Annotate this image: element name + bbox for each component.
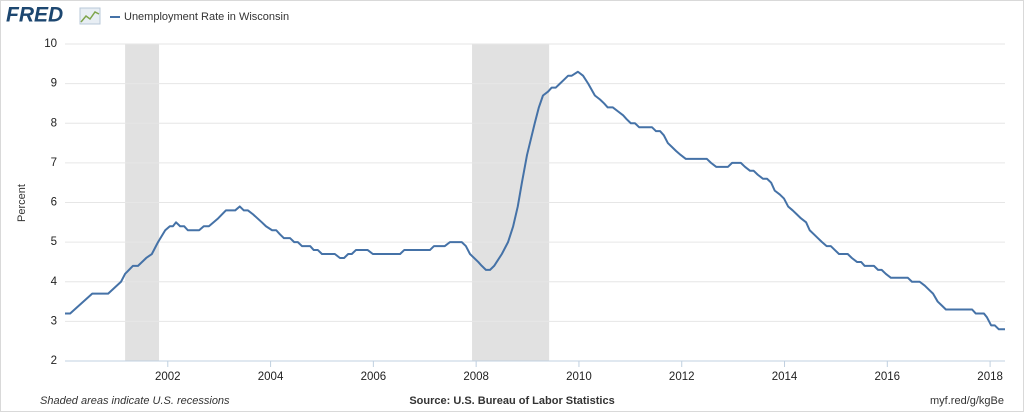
y-tick-label: 8 [51,117,57,129]
y-axis-label: Percent [16,184,28,222]
x-tick-label: 2010 [566,371,592,383]
logo: FRED [6,4,63,27]
logo-icon [79,7,101,25]
x-tick-label: 2006 [361,371,387,383]
x-tick-label: 2002 [155,371,181,383]
y-tick-label: 4 [51,276,58,288]
footer-source: Source: U.S. Bureau of Labor Statistics [409,395,614,407]
x-tick-label: 2008 [463,371,489,383]
y-tick-label: 6 [51,197,57,209]
footer-link: myf.red/g/kgBe [930,395,1004,407]
x-tick-label: 2018 [977,371,1003,383]
series-line [65,70,1005,331]
x-tick-label: 2004 [258,371,284,383]
y-tick-label: 2 [51,355,57,367]
x-tick-label: 2016 [875,371,901,383]
y-tick-label: 3 [51,315,57,327]
footer-note: Shaded areas indicate U.S. recessions [40,395,230,407]
y-tick-label: 5 [51,236,57,248]
y-tick-label: 7 [51,157,57,169]
legend-label: Unemployment Rate in Wisconsin [124,11,289,23]
y-tick-label: 9 [51,78,57,90]
x-tick-label: 2012 [669,371,695,383]
x-tick-label: 2014 [772,371,798,383]
y-tick-label: 10 [44,38,57,50]
